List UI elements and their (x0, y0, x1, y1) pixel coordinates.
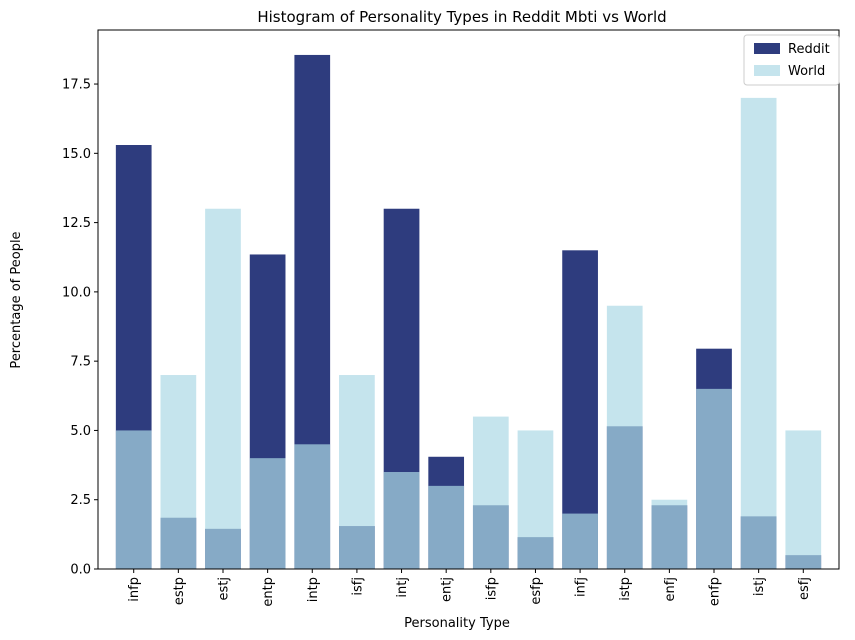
x-tick-label-intp: intp (306, 577, 321, 602)
axes-group (97, 29, 840, 570)
bar-world-intj (383, 472, 420, 569)
x-tick-label-estp: estp (172, 577, 187, 605)
legend-swatch-reddit (754, 43, 780, 54)
y-ticks-group: 0.0 2.5 5.0 7.5 10.0 12.5 15.0 17.5 (62, 78, 98, 578)
y-tick-label: 15.0 (62, 147, 91, 162)
bar-world-infj (562, 513, 598, 569)
bar-world-esfp (517, 430, 554, 569)
legend: Reddit World (743, 34, 840, 86)
x-axis-title: Personality Type (404, 616, 510, 631)
x-tick-label-intj: intj (395, 577, 410, 598)
bar-world-istj (740, 97, 777, 570)
bar-world-isfp (472, 416, 509, 569)
y-tick-label: 2.5 (70, 493, 91, 508)
bar-world-estj (205, 208, 241, 570)
x-tick-label-istp: istp (618, 577, 633, 601)
chart-title: Histogram of Personality Types in Reddit… (257, 8, 666, 26)
y-tick-label: 17.5 (62, 78, 91, 93)
x-tick-label-infj: infj (574, 577, 589, 597)
plot-frame (97, 29, 840, 570)
bar-world-esfj (785, 430, 822, 569)
x-tick-label-enfp: enfp (708, 577, 723, 606)
y-axis-title: Percentage of People (9, 231, 24, 368)
world-bars-group (115, 97, 822, 570)
x-tick-label-isfj: isfj (350, 577, 365, 596)
x-tick-label-estj: estj (216, 577, 231, 600)
bar-world-enfp (696, 388, 732, 569)
x-tick-label-infp: infp (127, 577, 142, 602)
bar-world-enfj (651, 499, 688, 569)
legend-swatch-world (754, 65, 780, 76)
y-tick-label: 10.0 (62, 285, 91, 300)
x-ticks-group: infp estp estj entp intp isfj intj entj isfp esfp… (127, 569, 812, 607)
x-tick-label-istj: istj (752, 577, 767, 596)
legend-label-world: World (788, 64, 825, 79)
x-tick-label-enfj: enfj (663, 577, 678, 601)
x-tick-label-entp: entp (261, 577, 276, 607)
bar-world-entj (428, 485, 465, 569)
bar-world-infp (115, 430, 152, 569)
x-tick-label-esfp: esfp (529, 577, 544, 605)
y-tick-label: 12.5 (62, 216, 91, 231)
bar-world-entp (249, 458, 286, 569)
y-tick-label: 5.0 (70, 424, 91, 439)
x-tick-label-esfj: esfj (797, 577, 812, 600)
y-tick-label: 7.5 (70, 355, 91, 370)
x-tick-label-entj: entj (440, 577, 455, 602)
bar-world-estp (160, 375, 197, 569)
y-tick-label: 0.0 (70, 563, 91, 578)
x-tick-label-isfp: isfp (484, 577, 499, 600)
bar-world-isfj (339, 375, 375, 569)
bar-world-istp (606, 305, 643, 569)
bar-world-intp (294, 444, 331, 569)
legend-label-reddit: Reddit (788, 42, 830, 57)
